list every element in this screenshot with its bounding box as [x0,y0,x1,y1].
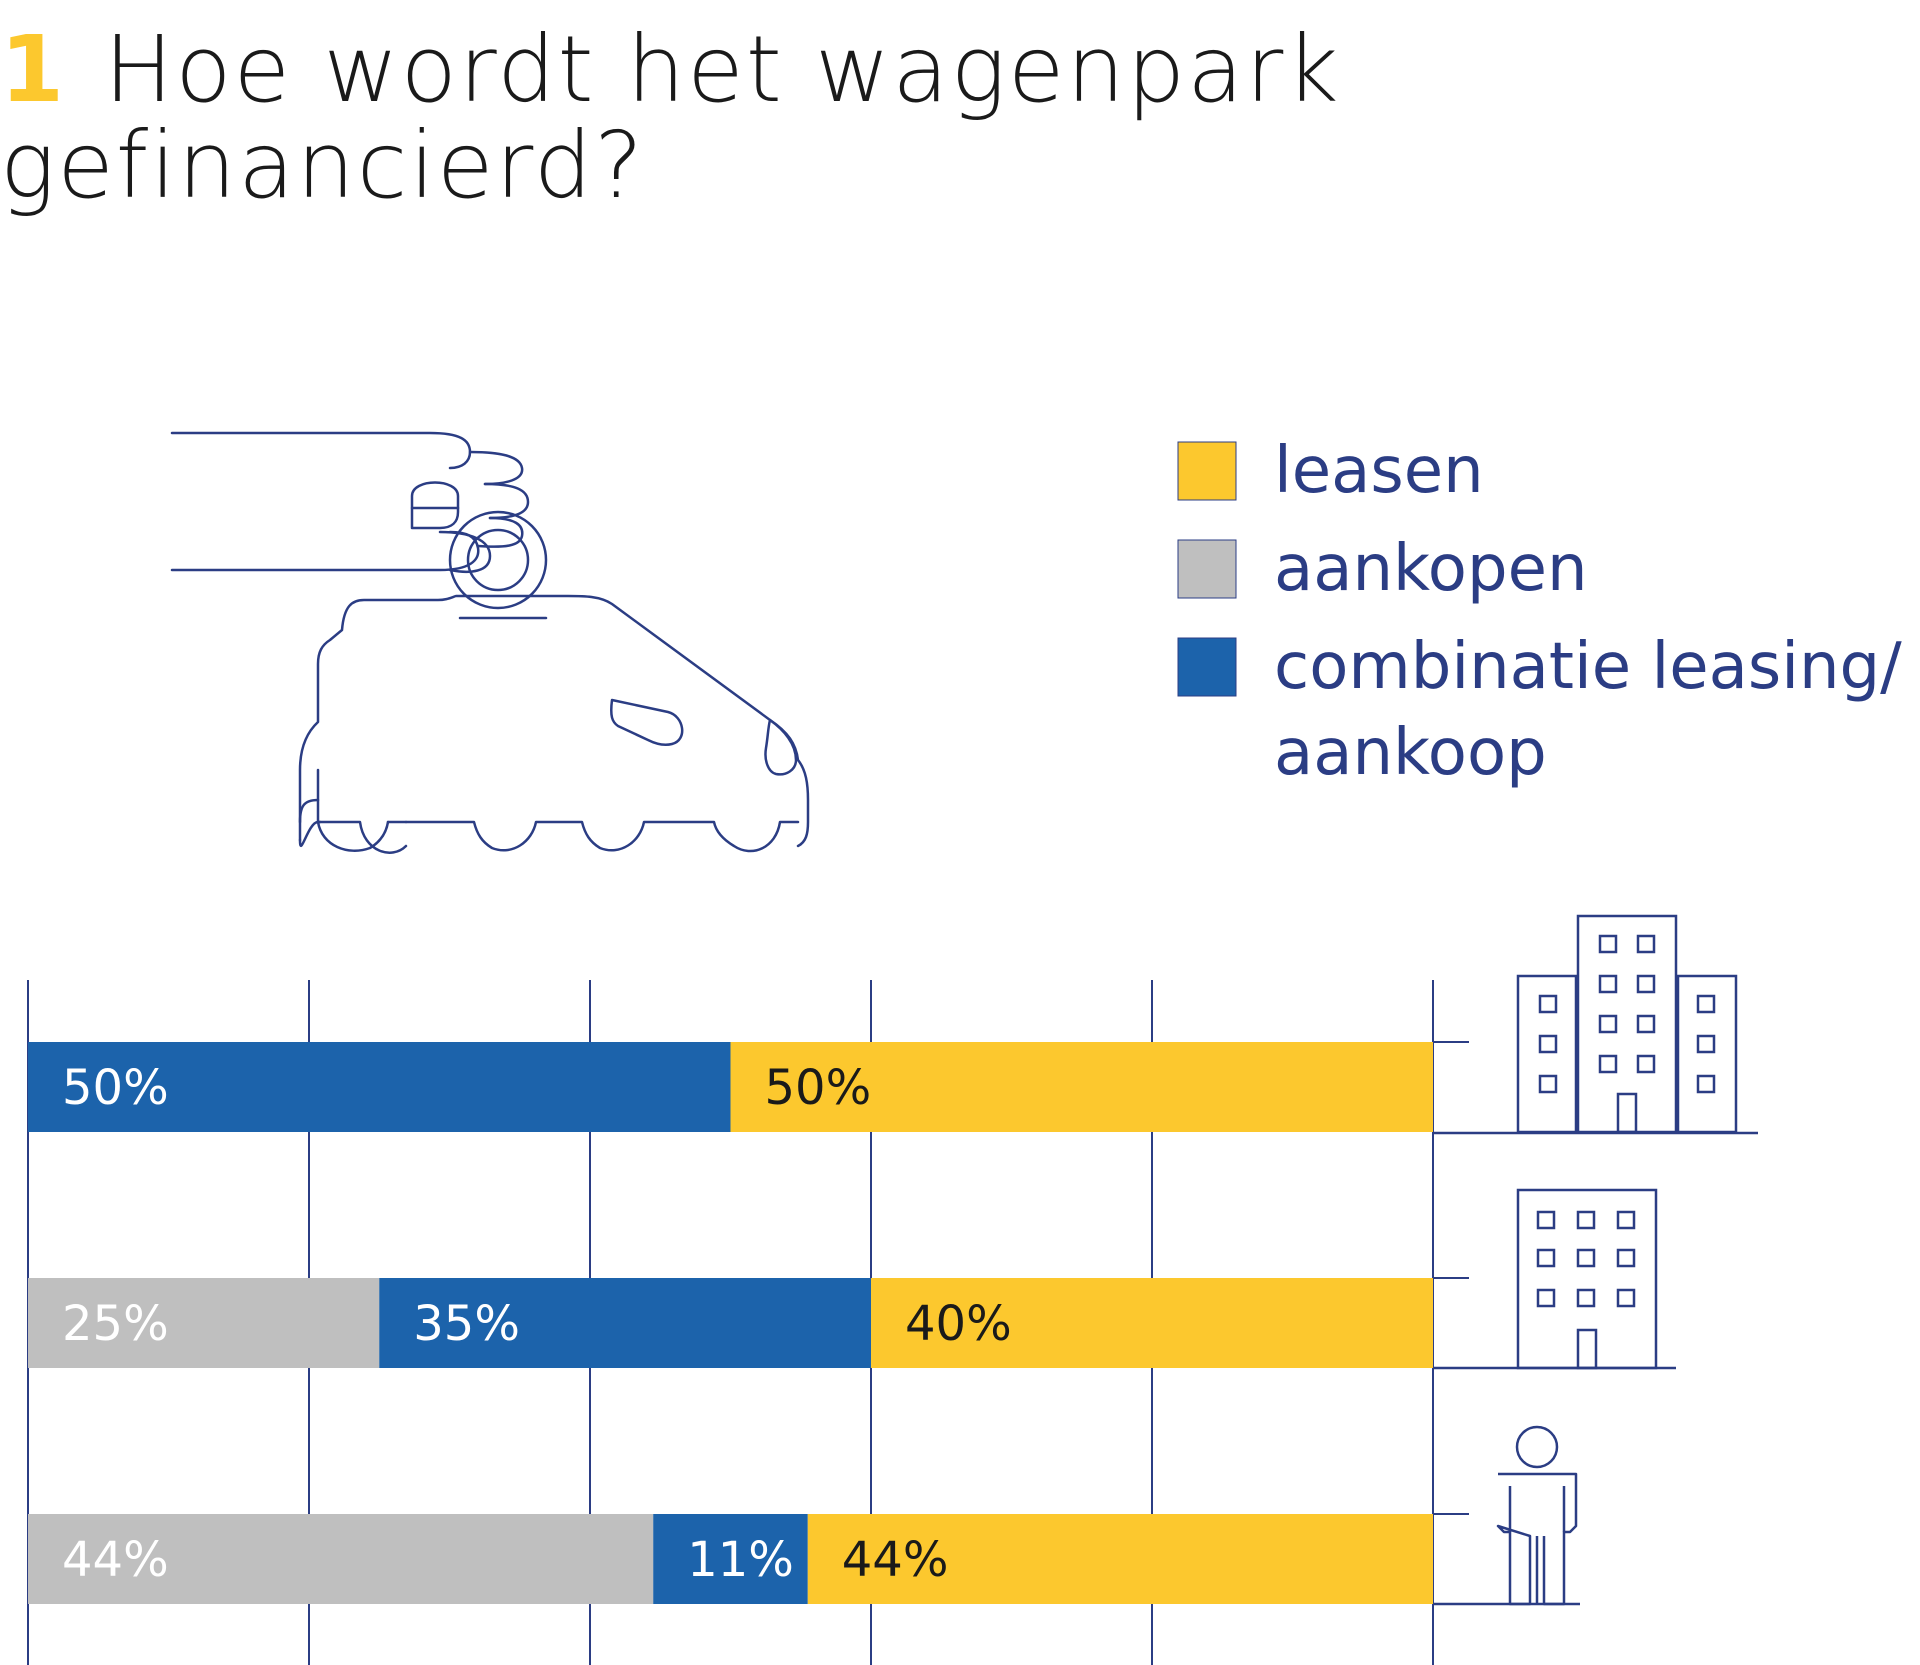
bar-label-individual-combinatie: 11% [687,1532,794,1588]
large-company-icon [1434,914,1758,1135]
bar-label-medium-company-aankopen: 25% [62,1296,169,1352]
page-title: 1 Hoe wordt het wagenpark gefinancierd? [0,22,1500,214]
bar-individual-leasen [807,1514,1433,1604]
title-number: 1 [0,16,67,123]
legend: leasen aankopen combinatie leasing/aankoop [1177,434,1902,790]
bar-medium-company-aankopen [28,1278,380,1368]
medium-company-icon [1434,1188,1676,1370]
bar-label-large-company-leasen: 50% [765,1060,872,1116]
legend-swatch-aankopen [1177,539,1237,599]
bar-individual-combinatie [653,1514,808,1604]
bar-chart: 50% 50% 25% 35% 40% 44% 11% 44% [27,980,1469,1665]
legend-swatch-leasen [1177,441,1237,501]
bar-large-company-leasen [730,1042,1433,1132]
bar-label-medium-company-leasen: 40% [905,1296,1012,1352]
legend-label-combinatie: combinatie leasing/ [1274,630,1902,704]
hand-coin-car-icon [170,431,810,854]
title-line-1: Hoe wordt het wagenpark [104,16,1341,123]
legend-label-aankopen: aankopen [1274,532,1588,606]
bar-medium-company-leasen [871,1278,1433,1368]
bar-large-company-combinatie [28,1042,731,1132]
bar-label-individual-aankopen: 44% [62,1532,169,1588]
title-line-2: gefinancierd? [0,112,645,219]
bar-medium-company-combinatie [379,1278,871,1368]
legend-label-combinatie-line-2: aankoop [1274,716,1547,790]
person-icon [1434,1425,1580,1606]
bar-individual-aankopen [28,1514,654,1604]
bar-label-medium-company-combinatie: 35% [413,1296,520,1352]
legend-swatch-combinatie [1177,637,1237,697]
bar-label-individual-leasen: 44% [842,1532,949,1588]
bar-label-large-company-combinatie: 50% [62,1060,169,1116]
legend-label-leasen: leasen [1274,434,1484,508]
